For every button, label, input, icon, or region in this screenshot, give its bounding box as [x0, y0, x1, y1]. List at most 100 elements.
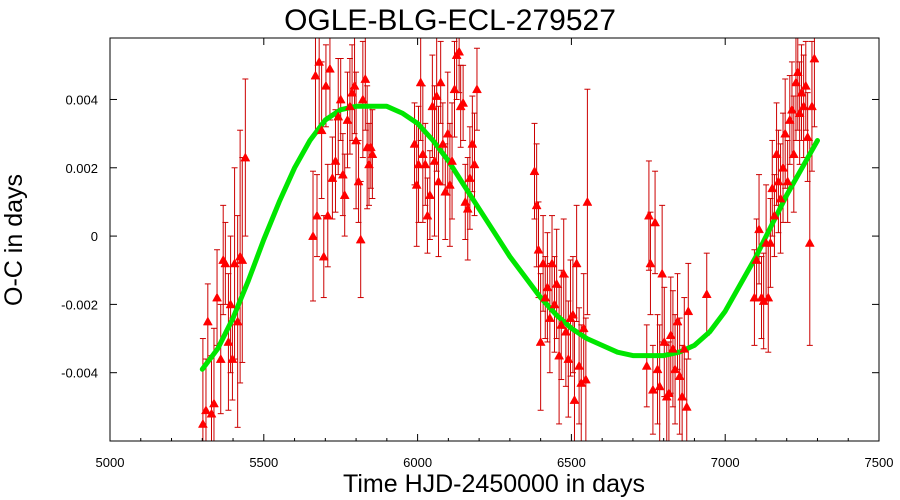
- x-tick-label: 6000: [403, 455, 432, 470]
- data-point: [549, 299, 560, 309]
- y-tick-label: -0.004: [61, 366, 98, 381]
- data-point: [535, 336, 546, 346]
- data-point: [659, 336, 670, 346]
- data-point: [796, 87, 807, 97]
- data-point: [794, 108, 805, 117]
- data-point: [558, 268, 569, 278]
- data-point: [788, 149, 799, 158]
- data-point: [314, 56, 325, 66]
- data-point: [415, 77, 426, 87]
- data-point: [316, 125, 327, 135]
- data-point: [667, 343, 678, 353]
- data-point: [424, 190, 435, 199]
- data-point: [582, 196, 593, 206]
- data-point: [771, 149, 782, 158]
- data-point: [531, 200, 542, 210]
- data-point: [431, 91, 442, 100]
- data-point: [433, 176, 444, 186]
- data-point: [353, 176, 364, 186]
- data-point: [677, 391, 688, 401]
- data-point: [538, 258, 549, 268]
- data-point: [333, 111, 344, 121]
- data-point: [364, 159, 374, 169]
- data-point: [232, 316, 243, 326]
- data-point: [679, 343, 690, 353]
- data-point: [201, 405, 211, 415]
- data-point: [229, 258, 240, 268]
- data-point: [787, 104, 797, 114]
- data-point: [464, 173, 475, 182]
- data-point: [220, 258, 231, 268]
- data-point: [792, 67, 803, 77]
- data-point: [427, 101, 438, 111]
- data-point: [472, 84, 482, 94]
- data-point: [469, 159, 480, 169]
- data-point: [342, 114, 353, 124]
- data-point: [223, 336, 234, 346]
- data-point: [467, 138, 478, 148]
- data-point: [460, 196, 471, 206]
- data-point: [337, 169, 348, 179]
- data-point: [800, 80, 811, 90]
- data-point: [533, 244, 544, 254]
- data-point: [641, 360, 652, 370]
- data-point: [197, 418, 208, 428]
- data-point: [417, 149, 428, 158]
- x-tick-label: 7500: [865, 455, 894, 470]
- data-point: [322, 210, 333, 220]
- data-point: [657, 268, 668, 278]
- data-point: [767, 183, 778, 193]
- chart-title: OGLE-BLG-ECL-279527: [284, 4, 616, 37]
- data-point: [325, 63, 335, 73]
- data-point: [804, 237, 815, 247]
- data-point: [365, 142, 376, 152]
- data-point: [775, 193, 786, 203]
- data-point: [784, 114, 795, 124]
- fit-curve-layer: [199, 103, 820, 372]
- data-point: [442, 128, 453, 138]
- data-point: [310, 70, 321, 80]
- error-bar: [811, 38, 818, 128]
- data-point: [574, 360, 585, 370]
- data-point: [462, 203, 473, 213]
- data-point: [802, 132, 813, 141]
- x-tick-label: 5500: [249, 455, 278, 470]
- error-bar: [792, 38, 799, 141]
- data-point: [665, 330, 676, 339]
- data-point: [413, 159, 424, 169]
- data-point: [765, 237, 776, 247]
- data-point: [544, 313, 555, 322]
- data-point: [569, 395, 580, 404]
- data-point: [237, 254, 248, 264]
- data-point: [674, 371, 685, 380]
- data-point: [563, 354, 574, 363]
- data-point: [321, 80, 331, 90]
- data-point: [556, 319, 567, 329]
- data-point: [580, 374, 591, 384]
- data-point: [778, 162, 788, 172]
- data-point: [327, 173, 338, 182]
- data-point: [225, 299, 236, 309]
- data-point: [807, 101, 817, 111]
- y-tick-label: 0.002: [65, 161, 98, 176]
- data-point: [447, 155, 457, 165]
- x-tick-label: 5000: [96, 455, 125, 470]
- x-tick-label: 7000: [711, 455, 740, 470]
- data-point: [560, 326, 571, 336]
- data-point: [578, 323, 589, 333]
- data-point: [681, 401, 692, 411]
- data-point: [420, 159, 431, 169]
- data-point: [206, 408, 217, 418]
- plot-frame: [109, 37, 880, 442]
- data-point: [809, 53, 820, 63]
- y-tick-label: 0.004: [65, 92, 98, 107]
- data-point: [540, 292, 551, 302]
- data-point: [318, 251, 329, 261]
- data-point: [643, 210, 654, 220]
- data-point: [551, 278, 562, 288]
- data-point: [360, 73, 371, 83]
- y-axis: -0.004 -0.002 0 0.002 0.004: [61, 92, 879, 381]
- data-point: [571, 258, 582, 268]
